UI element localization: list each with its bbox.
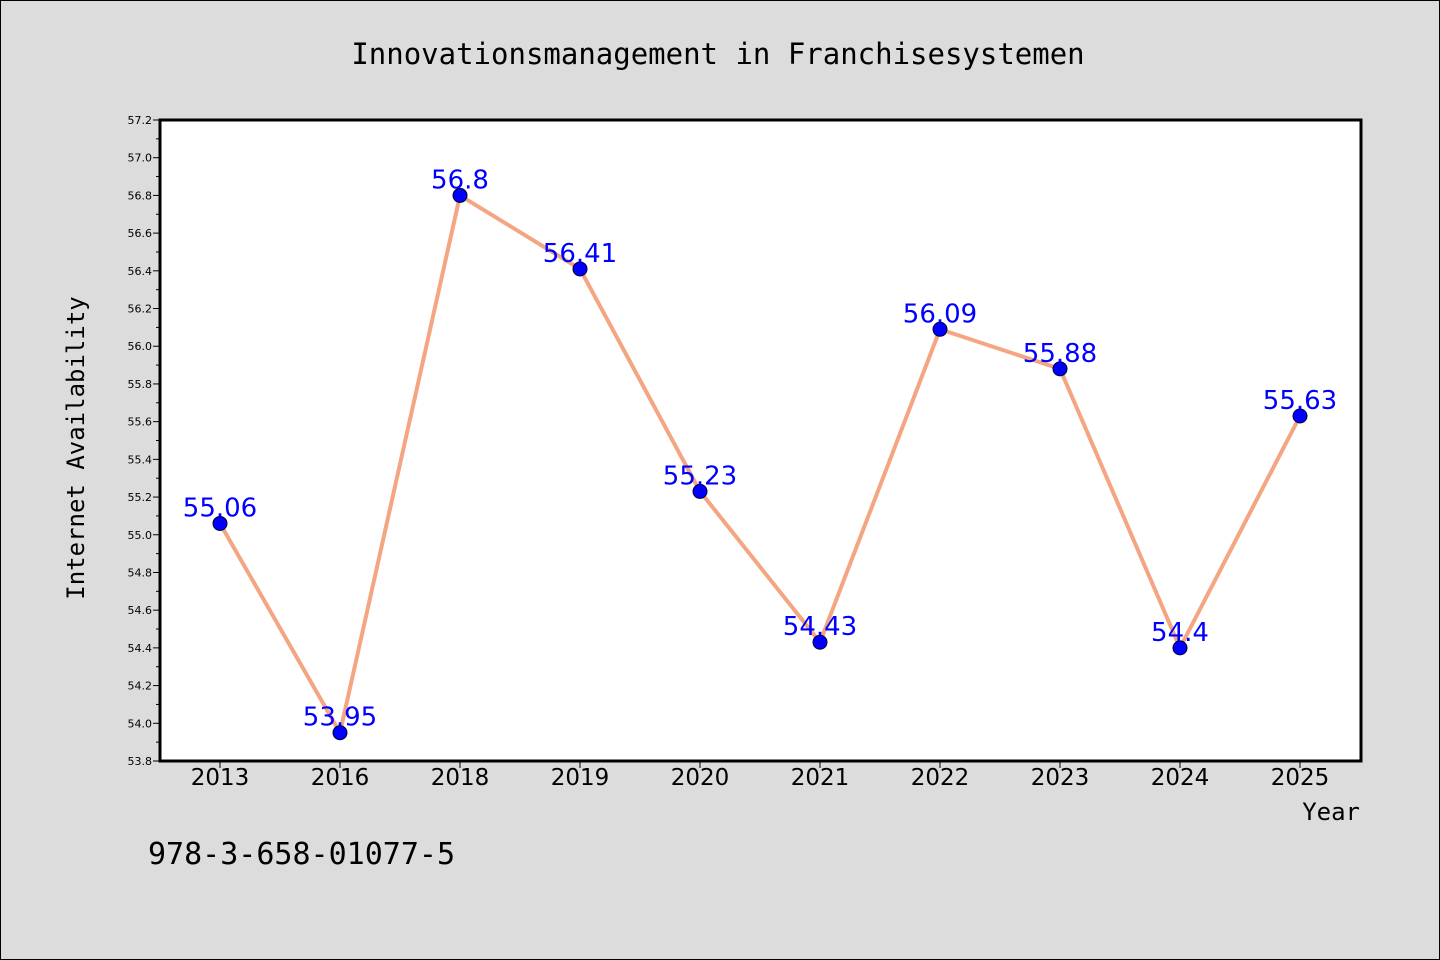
data-label: 54.43 [783, 612, 857, 642]
x-tick-label: 2019 [551, 765, 610, 791]
data-point [452, 187, 468, 203]
isbn-text: 978-3-658-01077-5 [148, 837, 455, 872]
data-label: 53.95 [303, 703, 377, 733]
x-tick-label: 2016 [311, 765, 370, 791]
y-tick-label: 56.0 [128, 340, 153, 353]
data-point [572, 261, 588, 277]
y-tick-label: 54.8 [128, 566, 153, 579]
data-label-layer: 55.06 53.95 56.8 56.41 55.23 54.43 56.09 55.88 5… [183, 165, 1337, 732]
x-tick-label: 2024 [1151, 765, 1210, 791]
data-point [692, 483, 708, 499]
data-point [212, 515, 228, 531]
y-tick-label: 54.2 [128, 680, 153, 693]
x-tick-label: 2023 [1031, 765, 1090, 791]
y-axis: 53.8 54.0 54.2 54.4 54.6 54.8 55.0 55.2 55.4 55.6… [128, 114, 160, 768]
y-axis-label: Internet Availability [62, 296, 90, 599]
data-label: 55.88 [1023, 339, 1097, 369]
data-point [332, 725, 348, 741]
y-tick-label: 54.0 [128, 717, 153, 730]
x-tick-label: 2018 [431, 765, 490, 791]
y-tick-label: 55.0 [128, 529, 153, 542]
data-point [1172, 640, 1188, 656]
data-point [812, 634, 828, 650]
y-tick-label: 53.8 [128, 755, 153, 768]
y-tick-label: 55.8 [128, 378, 153, 391]
y-tick-label: 55.2 [128, 491, 153, 504]
data-label: 55.63 [1263, 386, 1337, 416]
data-label: 56.09 [903, 299, 977, 329]
data-point [932, 321, 948, 337]
data-point [1292, 408, 1308, 424]
y-tick-label: 54.4 [128, 642, 153, 655]
y-tick-label: 56.6 [128, 227, 153, 240]
data-label: 56.8 [431, 165, 489, 195]
x-tick-label: 2021 [791, 765, 850, 791]
y-tick-label: 56.2 [128, 303, 153, 316]
series-layer [212, 187, 1308, 741]
data-label: 55.06 [183, 493, 257, 523]
x-tick-label: 2025 [1271, 765, 1330, 791]
plot-border [158, 118, 1363, 763]
data-label: 55.23 [663, 461, 737, 491]
y-tick-label: 57.2 [128, 114, 153, 127]
plot-area [160, 120, 1361, 761]
x-axis: 2013 2016 2018 2019 2020 2021 2022 2023 2024 2025 [191, 761, 1330, 791]
y-tick-label: 55.6 [128, 416, 153, 429]
x-axis-label: Year [1302, 798, 1360, 826]
x-tick-label: 2022 [911, 765, 970, 791]
data-label: 56.41 [543, 239, 617, 269]
data-point [1052, 361, 1068, 377]
y-tick-label: 55.4 [128, 453, 153, 466]
chart-title: Innovationsmanagement in Franchisesystem… [351, 37, 1084, 71]
x-tick-label: 2013 [191, 765, 250, 791]
x-tick-label: 2020 [671, 765, 730, 791]
y-tick-label: 54.6 [128, 604, 153, 617]
y-tick-label: 57.0 [128, 152, 153, 165]
y-tick-label: 56.8 [128, 189, 153, 202]
y-tick-label: 56.4 [128, 265, 153, 278]
series-line [218, 193, 1302, 735]
data-label: 54.4 [1151, 618, 1209, 648]
